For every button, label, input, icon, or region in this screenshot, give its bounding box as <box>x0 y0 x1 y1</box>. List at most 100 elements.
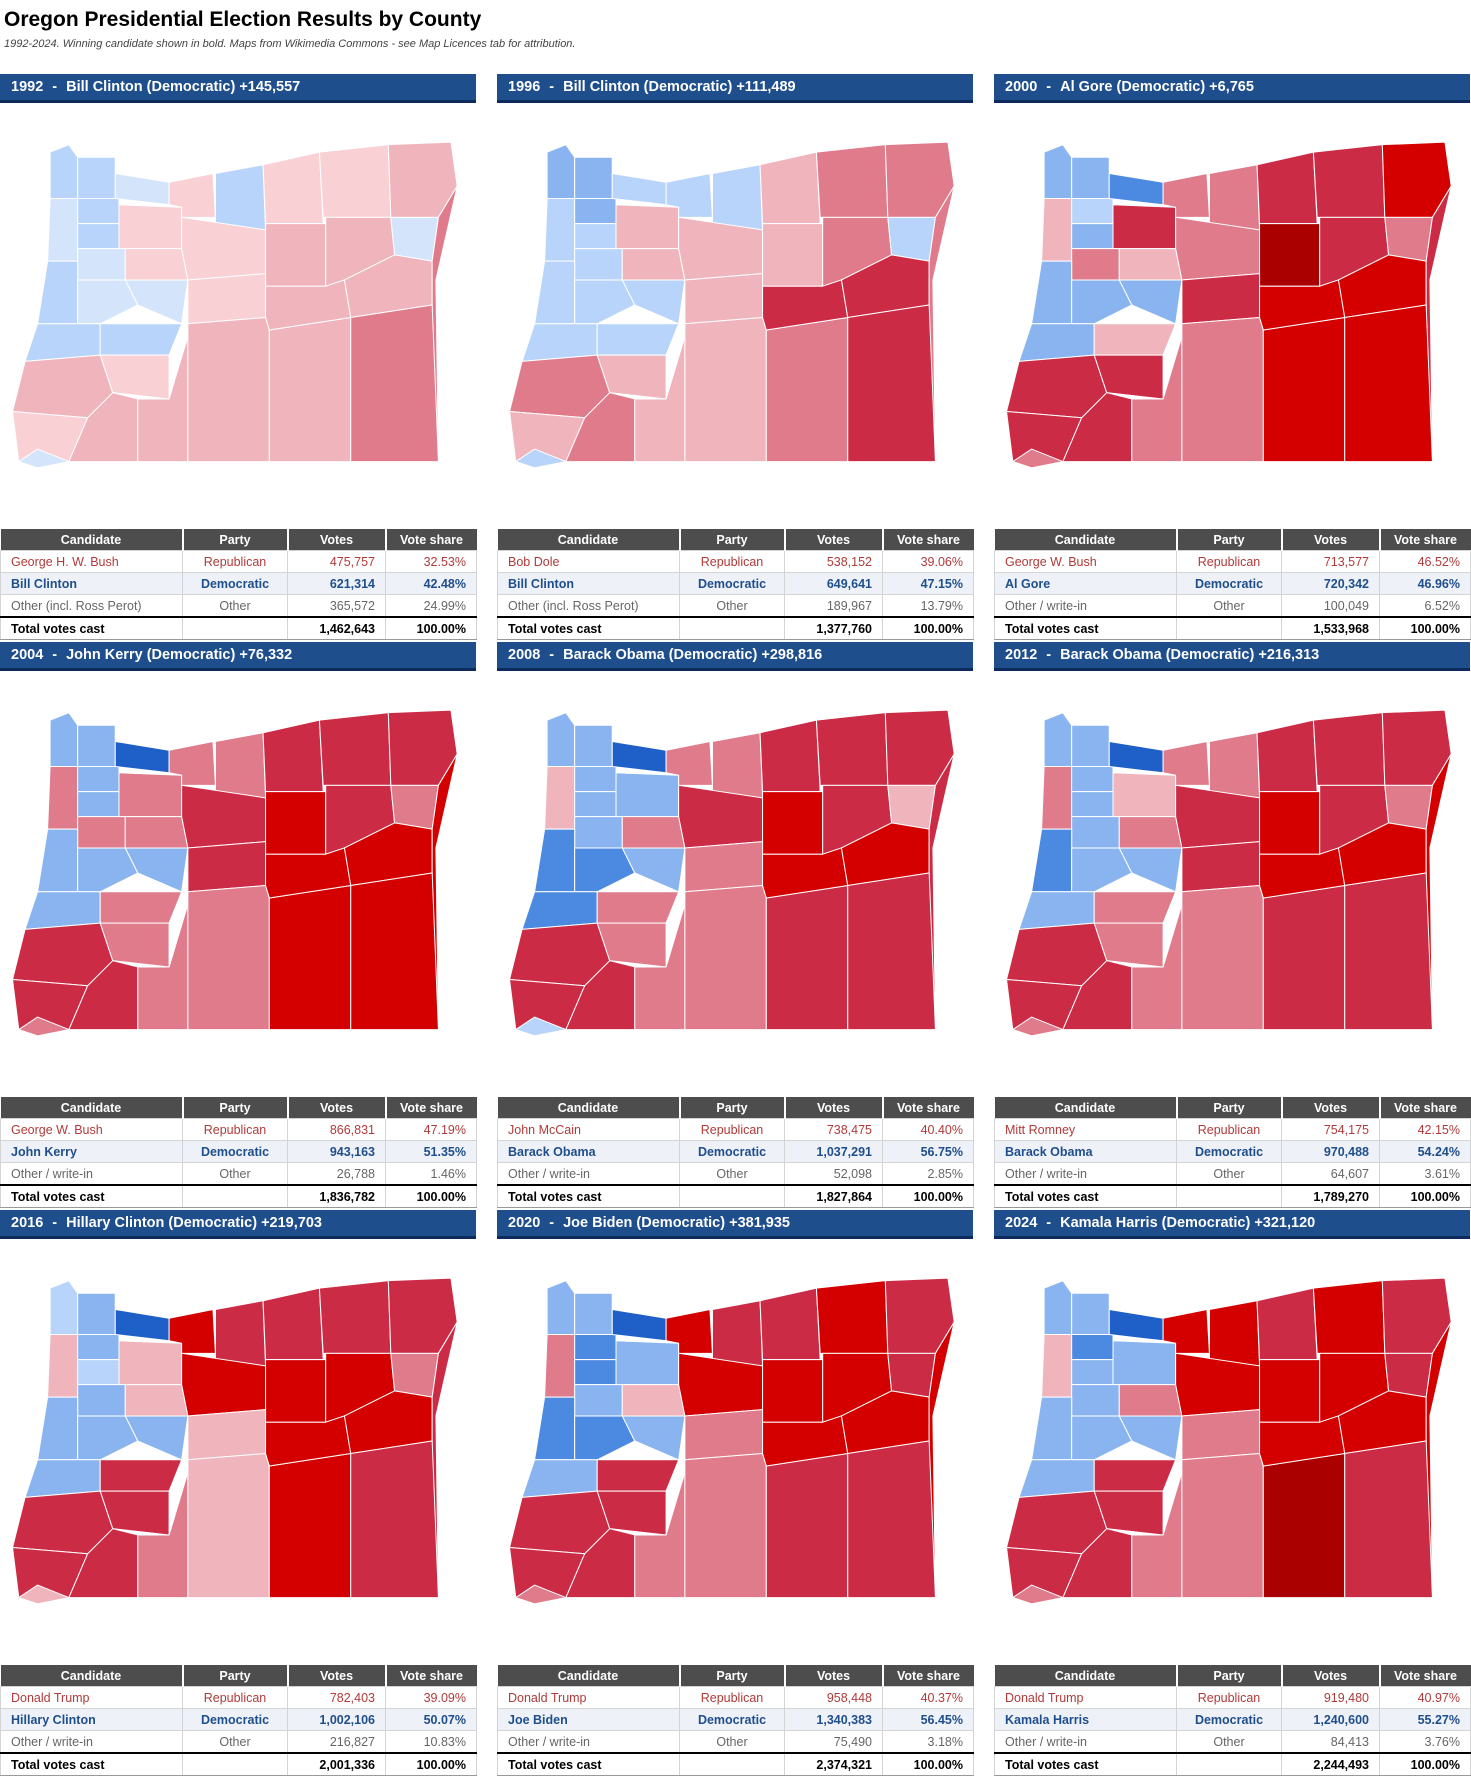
column-header: Vote share <box>384 1097 477 1119</box>
candidate-cell: Barack Obama <box>497 1140 680 1163</box>
column-header: Party <box>1175 529 1282 551</box>
county-shape <box>390 216 439 262</box>
votes-cell: 649,641 <box>784 572 883 595</box>
county-shape <box>18 1016 70 1037</box>
county-shape <box>187 1453 270 1599</box>
county-shape <box>37 260 79 325</box>
results-table: Candidate Party Votes Vote share Donald Trum… <box>994 1665 1471 1776</box>
candidate-cell: Total votes cast <box>0 1752 183 1776</box>
county-map <box>509 709 955 1037</box>
county-shape <box>187 273 267 325</box>
county-shape <box>1344 304 1433 463</box>
county-shape <box>596 1459 680 1492</box>
total-row: Total votes cast 1,462,643 100.00% <box>0 616 477 640</box>
county-shape <box>1071 156 1110 200</box>
party-cell <box>679 1752 785 1776</box>
column-header: Vote share <box>881 1665 974 1687</box>
county-shape <box>1071 279 1133 325</box>
county-shape <box>1259 791 1321 855</box>
county-shape <box>1041 198 1073 262</box>
county-shape <box>18 1584 70 1605</box>
county-shape <box>77 766 120 793</box>
winner-label: John Kerry (Democratic) +76,332 <box>66 647 293 663</box>
votes-cell: 52,098 <box>784 1162 883 1186</box>
panel-header: 2024- Kamala Harris (Democratic) +321,120 <box>994 1210 1470 1239</box>
candidate-cell: Other / write-in <box>497 1162 680 1186</box>
party-cell: Other <box>1176 1162 1282 1186</box>
results-table: Candidate Party Votes Vote share Donald Trum… <box>0 1665 477 1776</box>
county-shape <box>77 248 126 281</box>
party-cell <box>1176 616 1282 640</box>
header-separator: - <box>1046 79 1052 95</box>
results-table: Candidate Party Votes Vote share George W. B… <box>0 1097 477 1208</box>
candidate-row: Other / write-in Other 75,490 3.18% <box>497 1730 974 1754</box>
candidate-row: John McCain Republican 738,475 40.40% <box>497 1118 974 1141</box>
share-cell: 3.18% <box>882 1730 974 1754</box>
county-shape <box>1041 1334 1073 1398</box>
county-shape <box>621 248 686 281</box>
column-header: Votes <box>286 529 386 551</box>
county-shape <box>574 248 623 281</box>
votes-cell: 100,049 <box>1281 594 1380 618</box>
candidate-row: Bob Dole Republican 538,152 39.06% <box>497 550 974 573</box>
candidate-cell: Mitt Romney <box>994 1118 1177 1141</box>
header-separator: - <box>1046 647 1052 663</box>
county-shape <box>544 766 576 830</box>
party-cell: Other <box>679 594 785 618</box>
table-header-row: Candidate Party Votes Vote share <box>497 1665 974 1687</box>
county-shape <box>684 841 764 893</box>
county-shape <box>1071 1415 1133 1461</box>
votes-cell: 1,533,968 <box>1281 616 1380 640</box>
party-cell: Other <box>1176 594 1282 618</box>
votes-cell: 475,757 <box>287 550 386 573</box>
header-separator: - <box>549 647 555 663</box>
county-shape <box>1071 1384 1120 1417</box>
page-subtitle: 1992-2024. Winning candidate shown in bo… <box>4 38 576 50</box>
county-shape <box>621 1384 686 1417</box>
county-shape <box>574 198 617 225</box>
votes-cell: 713,577 <box>1281 550 1380 573</box>
county-shape <box>615 1340 680 1386</box>
candidate-row: Barack Obama Democratic 1,037,291 56.75% <box>497 1140 974 1163</box>
county-map <box>1006 709 1452 1037</box>
county-shape <box>534 828 576 893</box>
votes-cell: 1,377,760 <box>784 616 883 640</box>
column-header: Candidate <box>994 1665 1177 1687</box>
county-shape <box>1312 712 1386 786</box>
result-panel-1992: 1992- Bill Clinton (Democratic) +145,557 C… <box>0 74 477 640</box>
county-shape <box>1031 828 1073 893</box>
total-row: Total votes cast 2,001,336 100.00% <box>0 1752 477 1776</box>
county-shape <box>762 791 824 855</box>
county-shape <box>887 1352 936 1398</box>
county-shape <box>684 317 767 463</box>
county-shape <box>118 772 183 818</box>
county-shape <box>350 1440 439 1599</box>
party-cell: Democratic <box>182 1708 288 1731</box>
county-shape <box>77 1334 120 1361</box>
share-cell: 1.46% <box>385 1162 477 1186</box>
candidate-cell: Total votes cast <box>994 1184 1177 1208</box>
votes-cell: 538,152 <box>784 550 883 573</box>
county-shape <box>815 144 889 218</box>
county-shape <box>1262 317 1346 463</box>
party-cell: Democratic <box>1176 1708 1282 1731</box>
votes-cell: 1,836,782 <box>287 1184 386 1208</box>
candidate-cell: Donald Trump <box>497 1686 680 1709</box>
column-header: Candidate <box>497 529 680 551</box>
candidate-cell: Total votes cast <box>994 1752 1177 1776</box>
county-shape <box>1181 1409 1261 1461</box>
county-shape <box>1043 1280 1073 1336</box>
votes-cell: 1,789,270 <box>1281 1184 1380 1208</box>
county-shape <box>711 164 764 231</box>
county-shape <box>1041 766 1073 830</box>
county-map <box>12 1277 458 1605</box>
county-shape <box>37 1396 79 1461</box>
share-cell: 100.00% <box>882 616 974 640</box>
votes-cell: 1,037,291 <box>784 1140 883 1163</box>
party-cell <box>1176 1752 1282 1776</box>
candidate-cell: Kamala Harris <box>994 1708 1177 1731</box>
party-cell: Republican <box>679 1686 785 1709</box>
county-shape <box>77 1292 116 1336</box>
candidate-cell: Other / write-in <box>497 1730 680 1754</box>
panel-year: 2020 <box>508 1215 541 1231</box>
